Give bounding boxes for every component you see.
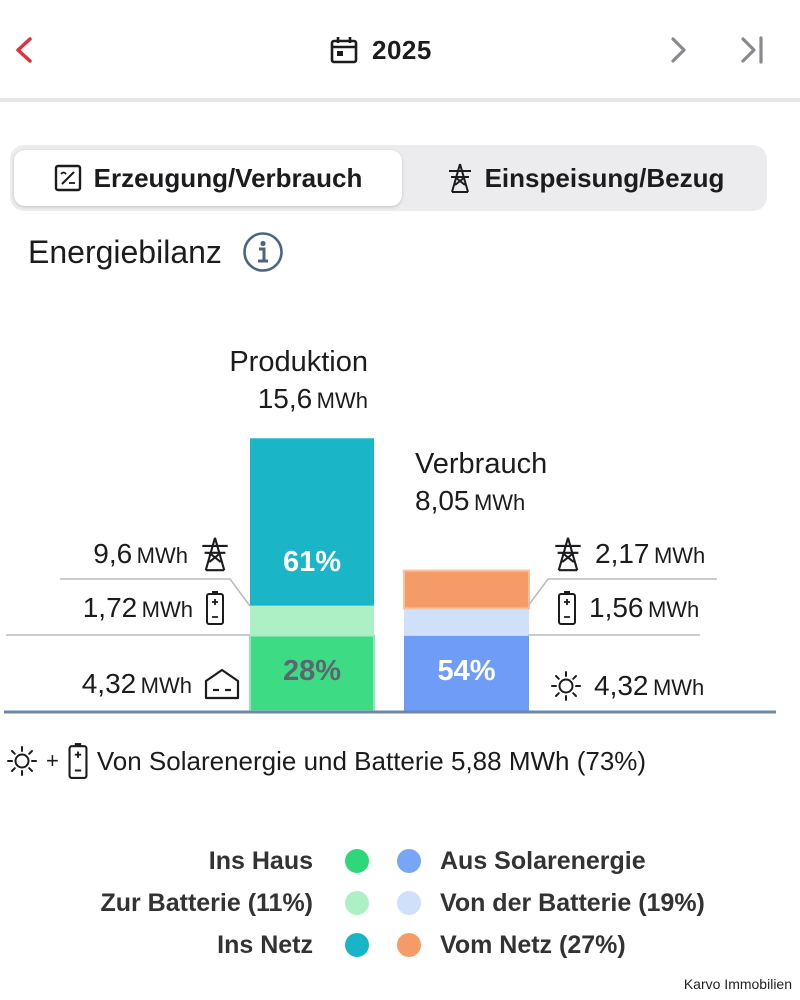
value-unit: MWh (141, 597, 193, 622)
bar-produktion-ins-haus (249, 634, 375, 713)
self-supply-text: Von Solarenergie und Batterie 5,88 MWh (… (96, 745, 647, 776)
bar-produktion-zur-batterie (250, 605, 374, 636)
legend-swatch (345, 933, 369, 957)
value-unit: MWh (136, 543, 188, 568)
power-pylon-icon (555, 537, 581, 572)
battery-icon (206, 591, 224, 625)
legend-label: Von der Batterie (19%) (440, 889, 705, 917)
connector-line (527, 578, 717, 607)
produktion-ins-netz-label: 9,6 MWh (93, 536, 230, 572)
header-divider (0, 98, 800, 102)
sun-icon (7, 746, 37, 776)
verbrauch-heading: Verbrauch 8,05 MWh (415, 448, 547, 517)
legend-swatch (397, 933, 421, 957)
bar-produktion-ins-netz (250, 438, 374, 606)
legend-row: Ins Netz Vom Netz (27%) (0, 925, 800, 965)
produktion-total: 15,6 MWh (200, 383, 368, 415)
produktion-title: Produktion (229, 346, 368, 378)
value-number: 9,6 (93, 538, 133, 569)
produktion-heading: Produktion 15,6 MWh (200, 346, 368, 415)
percent-label-aus-solarenergie: 54% (437, 655, 496, 687)
tab-label: Erzeugung/Verbrauch (93, 162, 363, 193)
verbrauch-total-unit: MWh (473, 490, 526, 515)
value-number: 4,32 (594, 670, 649, 701)
skip-to-end-icon (741, 36, 763, 64)
legend-swatch (397, 891, 421, 915)
legend-swatch (345, 891, 369, 915)
self-supply-note: + Von Solarenergie und Batterie 5,88 MWh… (6, 742, 646, 780)
watermark: Karvo Immobilien (683, 976, 792, 992)
legend-swatch (345, 849, 369, 873)
year-label: 2025 (372, 34, 432, 65)
energy-balance-chart: Produktion 15,6 MWh Verbrauch 8,05 MWh 9… (0, 330, 800, 730)
house-icon (204, 668, 240, 700)
tab-einspeisung-bezug[interactable]: Einspeisung/Bezug (408, 150, 763, 206)
battery-icon (558, 591, 576, 625)
value-number: 2,17 (595, 538, 650, 569)
inverter-icon (54, 164, 81, 192)
value-unit: MWh (652, 675, 705, 700)
value-number: 1,56 (589, 592, 644, 623)
produktion-total-value: 15,6 (257, 383, 313, 414)
legend-label: Ins Netz (217, 931, 313, 959)
value-unit: MWh (653, 543, 706, 568)
legend-swatch (397, 849, 421, 873)
produktion-total-unit: MWh (316, 388, 368, 413)
legend-label: Ins Haus (208, 847, 313, 875)
verbrauch-title: Verbrauch (415, 448, 548, 480)
chevron-right-icon (671, 37, 686, 63)
value-number: 1,72 (82, 592, 138, 623)
chart-canvas (4, 438, 776, 714)
tab-label: Einspeisung/Bezug (484, 162, 725, 193)
percent-label-ins-haus: 28% (282, 655, 342, 687)
battery-icon (68, 743, 88, 779)
legend-row: Ins Haus Aus Solarenergie (0, 841, 800, 881)
back-button[interactable] (2, 26, 46, 74)
year-selector[interactable]: 2025 (330, 28, 432, 72)
value-unit: MWh (140, 673, 192, 698)
verbrauch-vom-netz-label: 2,17 MWh (553, 536, 705, 572)
plus-sign: + (46, 748, 59, 773)
verbrauch-total: 8,05 MWh (415, 485, 547, 517)
last-button[interactable] (730, 26, 774, 74)
calendar-icon (330, 37, 358, 64)
verbrauch-total-value: 8,05 (415, 485, 470, 516)
value-unit: MWh (647, 597, 700, 622)
legend-row: Zur Batterie (11%) Von der Batterie (19%… (0, 883, 800, 923)
next-button[interactable] (656, 26, 700, 74)
section-header: Energiebilanz (28, 228, 284, 276)
verbrauch-von-der-batterie-label: 1,56 MWh (557, 590, 699, 626)
legend-label: Vom Netz (27%) (440, 931, 626, 959)
legend-label: Aus Solarenergie (440, 847, 646, 875)
bar-verbrauch-vom-netz (403, 569, 530, 610)
sun-icon (551, 671, 581, 701)
tab-erzeugung-verbrauch[interactable]: Erzeugung/Verbrauch (14, 150, 402, 206)
section-title: Energiebilanz (28, 233, 222, 270)
value-number: 4,32 (81, 668, 137, 699)
connector-line (60, 578, 251, 607)
header-bar: 2025 (0, 0, 800, 100)
info-icon[interactable] (242, 231, 284, 273)
legend-label: Zur Batterie (11%) (100, 889, 313, 917)
view-segmented-control: Erzeugung/Verbrauch Einspeisung/Bezug (10, 145, 767, 211)
produktion-zur-batterie-label: 1,72 MWh (83, 590, 225, 626)
verbrauch-aus-solarenergie-label: 4,32 MWh (550, 670, 704, 702)
chevron-left-icon (16, 37, 32, 63)
percent-label-ins-netz: 61% (282, 546, 342, 578)
bar-verbrauch-von-der-batterie (404, 608, 529, 636)
power-pylon-icon (202, 537, 228, 572)
produktion-ins-haus-label: 4,32 MWh (82, 668, 240, 700)
power-pylon-icon (448, 163, 471, 193)
bar-verbrauch-aus-solarenergie (404, 635, 529, 711)
